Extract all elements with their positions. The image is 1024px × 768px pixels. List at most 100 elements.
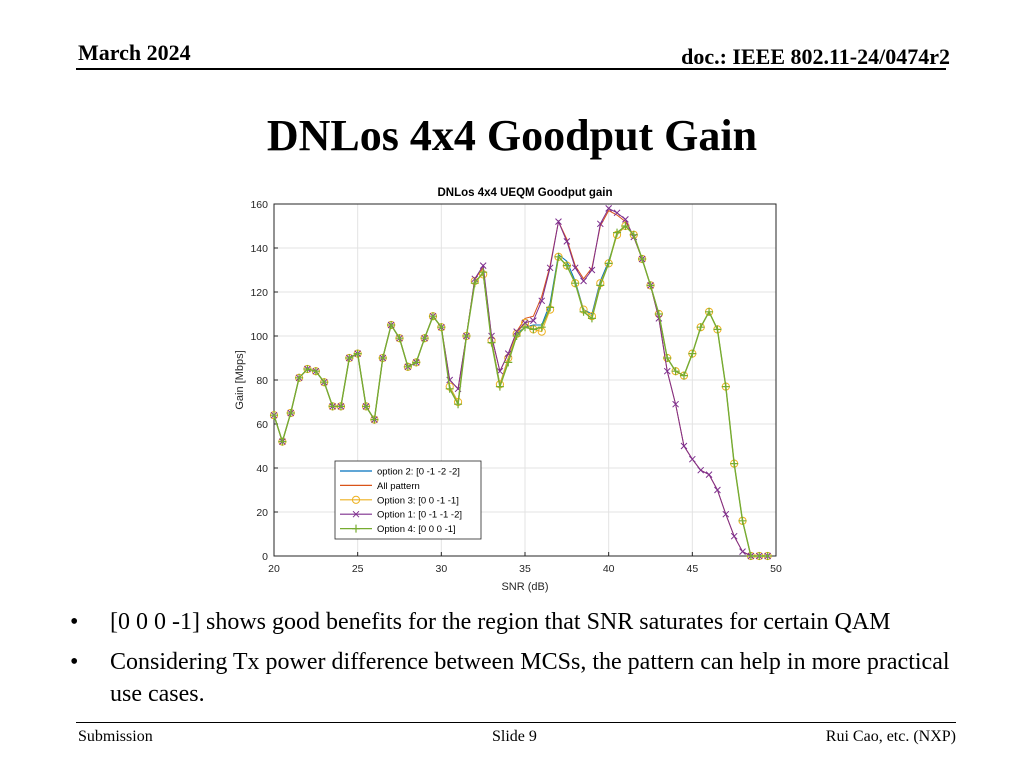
data-point: [521, 319, 529, 327]
data-point: [420, 334, 429, 343]
legend-label: Option 4: [0 0 0 -1]: [377, 524, 456, 535]
data-point: [671, 367, 680, 376]
data-point: [488, 332, 495, 340]
x-axis-label: SNR (dB): [501, 581, 548, 593]
data-point: [479, 268, 488, 277]
data-point: [722, 510, 730, 518]
data-point: [622, 216, 629, 223]
data-point: [370, 415, 379, 424]
data-point: [739, 548, 746, 555]
footer-rule: [76, 722, 956, 723]
x-tick-label: 25: [352, 563, 364, 575]
data-point: [646, 281, 655, 290]
data-point: [721, 382, 730, 391]
data-point: [487, 338, 496, 347]
legend-label: All pattern: [377, 481, 420, 492]
data-point: [462, 332, 471, 340]
data-point: [378, 354, 387, 362]
x-tick-label: 40: [603, 563, 615, 575]
footer-author: Rui Cao, etc. (NXP): [825, 728, 956, 745]
data-point: [663, 354, 672, 362]
data-point: [672, 400, 679, 408]
legend-label: option 2: [0 -1 -2 -2]: [377, 467, 460, 478]
data-point: [571, 279, 580, 288]
data-point: [705, 471, 713, 478]
legend-marker: [352, 524, 360, 533]
data-point: [580, 277, 587, 285]
data-point: [303, 365, 312, 373]
data-point: [705, 307, 714, 316]
chart-title: DNLos 4x4 UEQM Goodput gain: [437, 187, 612, 199]
data-point: [555, 218, 562, 225]
y-tick-label: 0: [262, 551, 268, 563]
y-tick-label: 40: [256, 463, 268, 475]
data-point: [311, 367, 320, 376]
header-rule: [76, 68, 946, 70]
slide-title: DNLos 4x4 Goodput Gain: [266, 111, 758, 160]
data-point: [345, 354, 354, 362]
data-point: [680, 442, 688, 450]
bullet-text: [0 0 0 -1] shows good benefits for the r…: [110, 609, 891, 635]
y-tick-label: 20: [256, 507, 268, 519]
legend-marker: [351, 495, 361, 504]
series-line: [273, 225, 768, 557]
data-point: [403, 362, 412, 371]
data-point: [504, 358, 513, 367]
bullet-glyph: •: [70, 609, 79, 635]
y-tick-label: 100: [250, 331, 268, 343]
data-point: [529, 325, 538, 334]
data-point: [755, 552, 764, 560]
data-point: [546, 264, 554, 272]
data-point: [654, 310, 663, 318]
data-point: [328, 402, 337, 411]
data-point: [470, 279, 479, 288]
data-point: [353, 349, 362, 358]
legend-label: Option 3: [0 0 -1 -1]: [377, 495, 459, 506]
data-point: [563, 238, 571, 245]
data-point: [537, 323, 546, 332]
data-point: [571, 264, 579, 272]
data-point: [696, 323, 705, 332]
data-point: [579, 307, 588, 316]
data-point: [387, 321, 396, 329]
data-point: [730, 459, 739, 468]
footer-slide-number: Slide 9: [492, 728, 537, 745]
y-tick-label: 120: [250, 287, 268, 299]
y-tick-label: 140: [250, 243, 268, 255]
data-point: [320, 378, 329, 387]
bullet-text: Considering Tx power difference between …: [110, 649, 950, 707]
plot-border: [273, 203, 777, 557]
series-5: [270, 222, 772, 560]
data-point: [763, 552, 772, 560]
y-tick-label: 80: [256, 375, 268, 387]
data-point: [270, 411, 278, 420]
data-point: [512, 332, 521, 340]
legend-label: Option 1: [0 -1 -1 -2]: [377, 510, 462, 521]
data-point: [663, 367, 671, 375]
x-tick-label: 30: [435, 563, 447, 575]
series-group: [269, 205, 772, 561]
data-point: [621, 222, 630, 230]
bullet-glyph: •: [70, 649, 79, 675]
data-point: [530, 317, 537, 324]
legend-marker: [352, 510, 360, 518]
x-tick-label: 45: [686, 563, 698, 575]
data-point: [738, 516, 747, 525]
footer-submission: Submission: [78, 728, 153, 745]
legend: option 2: [0 -1 -2 -2] All pattern Option …: [334, 460, 482, 540]
x-tick-label: 50: [770, 563, 782, 575]
data-point: [278, 437, 287, 446]
data-point: [445, 384, 454, 393]
data-point: [714, 486, 721, 494]
data-point: [554, 252, 563, 261]
y-tick-label: 160: [250, 199, 268, 211]
data-point: [730, 532, 738, 540]
data-point: [605, 205, 613, 212]
chart: 20 25 30 35 40 45 50 0 20 40 60 80 100 120 140 160 DNLo…: [220, 180, 800, 600]
data-point: [437, 323, 446, 332]
y-tick-label: 60: [256, 419, 268, 431]
data-point: [596, 220, 604, 228]
data-point: [688, 349, 697, 358]
data-point: [746, 552, 755, 560]
bullet-list: • [0 0 0 -1] shows good benefits for the…: [70, 606, 970, 718]
